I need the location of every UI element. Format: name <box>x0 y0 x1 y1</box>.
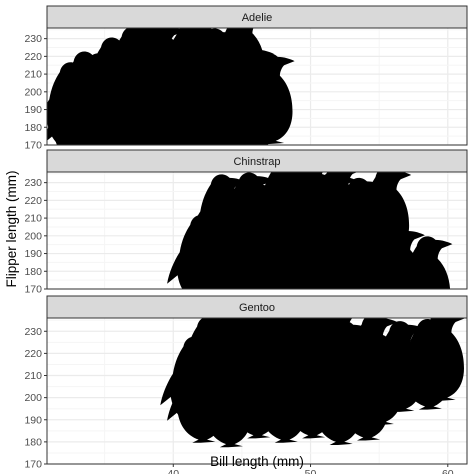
data-point-penguin <box>367 227 425 289</box>
x-axis-title: Bill length (mm) <box>210 454 304 469</box>
y-tick-label: 210 <box>24 213 42 225</box>
facet-panel-gentoo: Gentoo 170 180 190 200 210 220 230 <box>24 295 468 471</box>
data-point-penguin <box>208 28 265 102</box>
y-tick-label: 230 <box>24 33 42 45</box>
data-point-penguin <box>167 28 224 100</box>
y-tick-label: 210 <box>24 370 42 382</box>
y-tick-label: 180 <box>24 122 42 134</box>
data-marks <box>160 318 466 448</box>
y-tick-label: 180 <box>24 436 42 448</box>
facet-panel-chinstrap: Chinstrap 170 180 190 200 210 220 230 <box>24 149 468 296</box>
y-tick-label: 200 <box>24 86 42 98</box>
y-axis-ticks: 170 180 190 200 210 220 230 <box>24 33 47 152</box>
y-tick-label: 230 <box>24 177 42 189</box>
y-tick-label: 200 <box>24 230 42 242</box>
panel-border <box>46 317 468 465</box>
y-tick-label: 180 <box>24 266 42 278</box>
data-point-penguin <box>304 172 362 253</box>
x-tick-label: 40 <box>167 468 179 474</box>
panel-border <box>46 171 468 290</box>
x-axis: 40 50 60 <box>167 464 454 474</box>
strip-label: Adelie <box>242 12 273 24</box>
data-point-penguin <box>187 174 247 266</box>
facet-panel-adelie: Adelie 170 180 190 200 210 220 230 <box>24 5 468 152</box>
panel-border <box>46 27 468 146</box>
y-axis-title: Flipper length (mm) <box>4 170 19 287</box>
y-tick-label: 190 <box>24 414 42 426</box>
y-tick-label: 200 <box>24 392 42 404</box>
data-point-penguin <box>407 318 466 401</box>
y-tick-label: 170 <box>24 140 42 152</box>
strip-label: Gentoo <box>239 302 275 314</box>
y-tick-label: 170 <box>24 459 42 471</box>
data-point-penguin <box>235 53 295 145</box>
y-axis-ticks: 170 180 190 200 210 220 230 <box>24 326 47 471</box>
strip-label: Chinstrap <box>233 156 280 168</box>
data-point-penguin <box>160 336 220 428</box>
x-tick-label: 60 <box>442 468 454 474</box>
data-point-penguin <box>112 28 169 107</box>
y-tick-label: 170 <box>24 284 42 296</box>
data-marks <box>47 28 295 145</box>
y-tick-label: 190 <box>24 248 42 260</box>
y-tick-label: 220 <box>24 195 42 207</box>
y-tick-label: 210 <box>24 69 42 81</box>
y-tick-label: 230 <box>24 326 42 338</box>
data-point-penguin <box>50 51 110 143</box>
y-tick-label: 190 <box>24 104 42 116</box>
data-marks <box>167 172 453 289</box>
data-point-penguin <box>290 318 348 384</box>
y-tick-label: 220 <box>24 51 42 63</box>
y-axis-ticks: 170 180 190 200 210 220 230 <box>24 177 47 296</box>
y-tick-label: 220 <box>24 348 42 360</box>
x-tick-label: 50 <box>305 468 317 474</box>
